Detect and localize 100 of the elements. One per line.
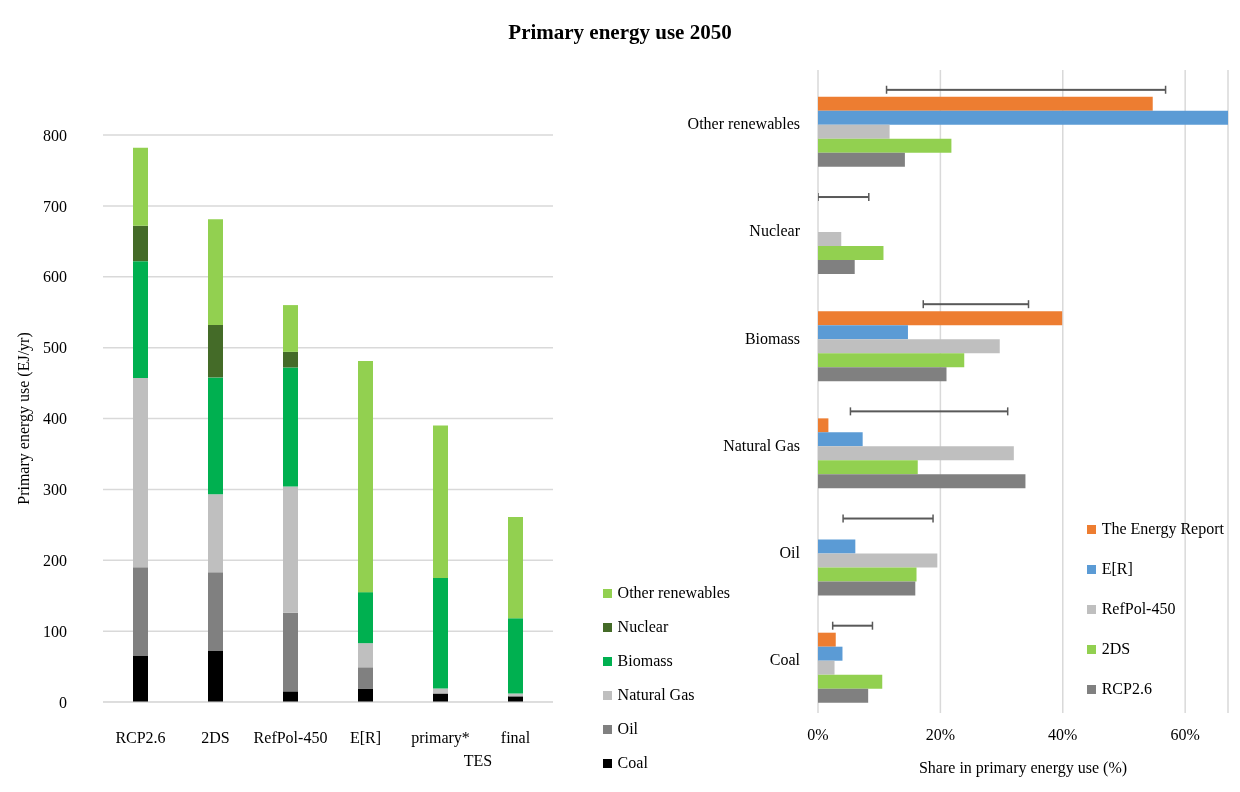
x-tick-label: RCP2.6	[115, 729, 166, 747]
x-tick-label: 0%	[807, 726, 829, 744]
bar	[133, 225, 148, 262]
bar	[133, 261, 148, 379]
legend-label: RefPol-450	[1101, 600, 1176, 618]
legend-label: Nuclear	[617, 618, 669, 636]
y-tick-label: Natural Gas	[723, 436, 800, 454]
bar	[818, 539, 856, 554]
bar	[818, 432, 863, 447]
bar	[818, 660, 835, 675]
bar	[508, 517, 523, 619]
y-tick-label: 0	[59, 693, 67, 711]
bar	[283, 612, 298, 692]
bar	[818, 567, 917, 582]
legend-label: Oil	[617, 720, 639, 738]
bar	[283, 367, 298, 487]
bar	[818, 367, 947, 382]
bar	[818, 581, 916, 596]
bar	[133, 378, 148, 568]
x-tick-label: 20%	[925, 726, 956, 744]
bar	[818, 260, 855, 275]
legend-label: RCP2.6	[1101, 680, 1152, 698]
y-tick-label: 800	[43, 126, 67, 144]
text: TES	[462, 752, 494, 770]
legend-label: E[R]	[1101, 560, 1133, 578]
bar	[358, 667, 373, 689]
bar	[818, 646, 843, 661]
bar	[818, 246, 884, 261]
bar	[818, 418, 829, 433]
bar	[818, 446, 1014, 461]
bar	[283, 351, 298, 368]
y-tick-label: 400	[43, 410, 67, 428]
legend-label: Coal	[617, 754, 648, 772]
bar	[850, 410, 1008, 413]
bar	[508, 693, 523, 697]
bar	[886, 88, 1166, 91]
x-tick-label: E[R]	[349, 729, 382, 747]
bar	[818, 232, 842, 247]
x-tick-label: 40%	[1048, 726, 1078, 744]
bar	[283, 305, 298, 352]
y-tick-label: Oil	[779, 543, 801, 561]
bar	[818, 196, 869, 199]
bar	[818, 96, 1153, 111]
y-tick-label: 500	[43, 339, 67, 357]
bar	[818, 138, 952, 153]
bar	[208, 377, 223, 495]
bar	[843, 517, 934, 520]
bar	[433, 693, 448, 702]
y-tick-label: Biomass	[744, 329, 800, 347]
bar	[508, 618, 523, 694]
bar	[818, 553, 938, 568]
bar	[133, 147, 148, 226]
bar	[923, 303, 1029, 306]
bar	[818, 632, 836, 647]
x-tick-label: 2DS	[201, 729, 230, 747]
y-tick-label: 300	[43, 481, 67, 499]
bar	[832, 624, 873, 627]
bar	[818, 339, 1000, 354]
y-tick-label: 200	[43, 551, 67, 569]
bar	[133, 655, 148, 702]
bar	[818, 152, 905, 167]
legend-label: Other renewables	[617, 584, 730, 602]
y-tick-label: Coal	[769, 651, 801, 669]
bar	[818, 474, 1026, 489]
y-axis-title: Primary energy use (EJ/yr)	[14, 332, 33, 505]
bar	[818, 688, 869, 703]
bar	[818, 353, 965, 368]
bar	[283, 691, 298, 702]
bar	[208, 324, 223, 378]
legend-label: The Energy Report	[1101, 520, 1224, 538]
bar	[208, 572, 223, 651]
bar	[433, 425, 448, 578]
bar	[283, 486, 298, 613]
bar	[208, 650, 223, 702]
bar	[358, 361, 373, 593]
bar	[133, 567, 148, 656]
bar	[358, 592, 373, 644]
bar	[818, 124, 890, 139]
bar	[208, 494, 223, 573]
bar	[208, 219, 223, 325]
y-tick-label: Nuclear	[749, 222, 801, 240]
bar	[818, 311, 1063, 326]
y-tick-label: 700	[43, 197, 67, 215]
x-tick-label: 60%	[1170, 726, 1200, 744]
x-tick-label: primary*	[411, 729, 470, 748]
bar	[818, 325, 908, 340]
legend-label: Biomass	[617, 652, 673, 670]
bar	[433, 577, 448, 689]
x-axis-title: Share in primary energy use (%)	[918, 759, 1128, 777]
x-tick-label: final	[500, 729, 531, 747]
y-tick-label: 100	[43, 622, 67, 640]
bar	[818, 460, 918, 475]
y-tick-label: Other renewables	[687, 115, 800, 133]
text: Primary energy use 2050	[507, 20, 733, 45]
legend-label: 2DS	[1101, 640, 1131, 658]
y-tick-label: 600	[43, 268, 67, 286]
bar	[818, 110, 1228, 125]
bar	[358, 643, 373, 668]
bar	[818, 674, 883, 689]
x-tick-label: RefPol-450	[253, 729, 328, 747]
